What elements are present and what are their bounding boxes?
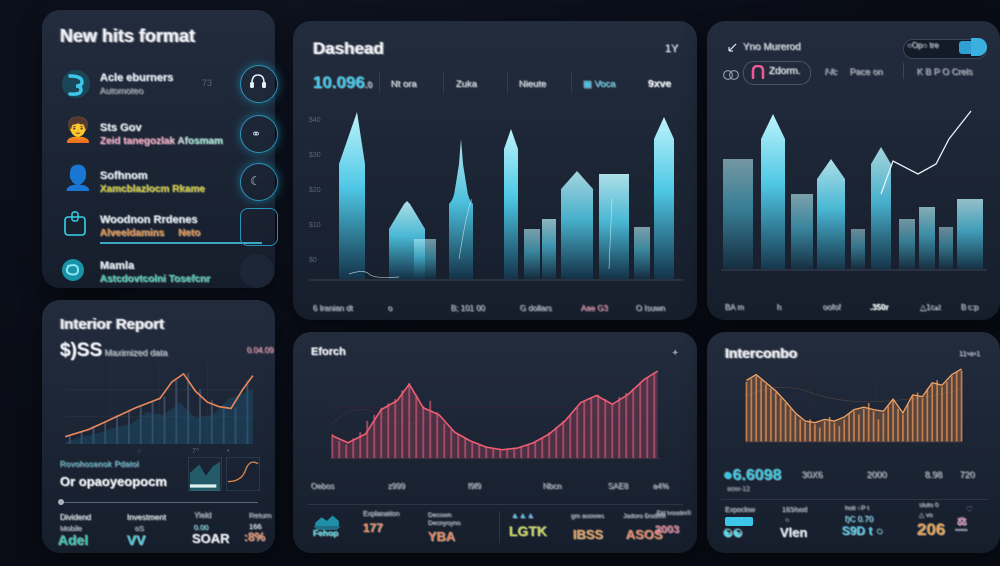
svg-text:$30: $30 bbox=[309, 152, 321, 159]
svg-text:$10: $10 bbox=[309, 222, 321, 229]
svg-text:$20: $20 bbox=[309, 187, 321, 194]
svg-text:$0: $0 bbox=[309, 257, 317, 264]
svg-text:$40: $40 bbox=[309, 117, 321, 124]
